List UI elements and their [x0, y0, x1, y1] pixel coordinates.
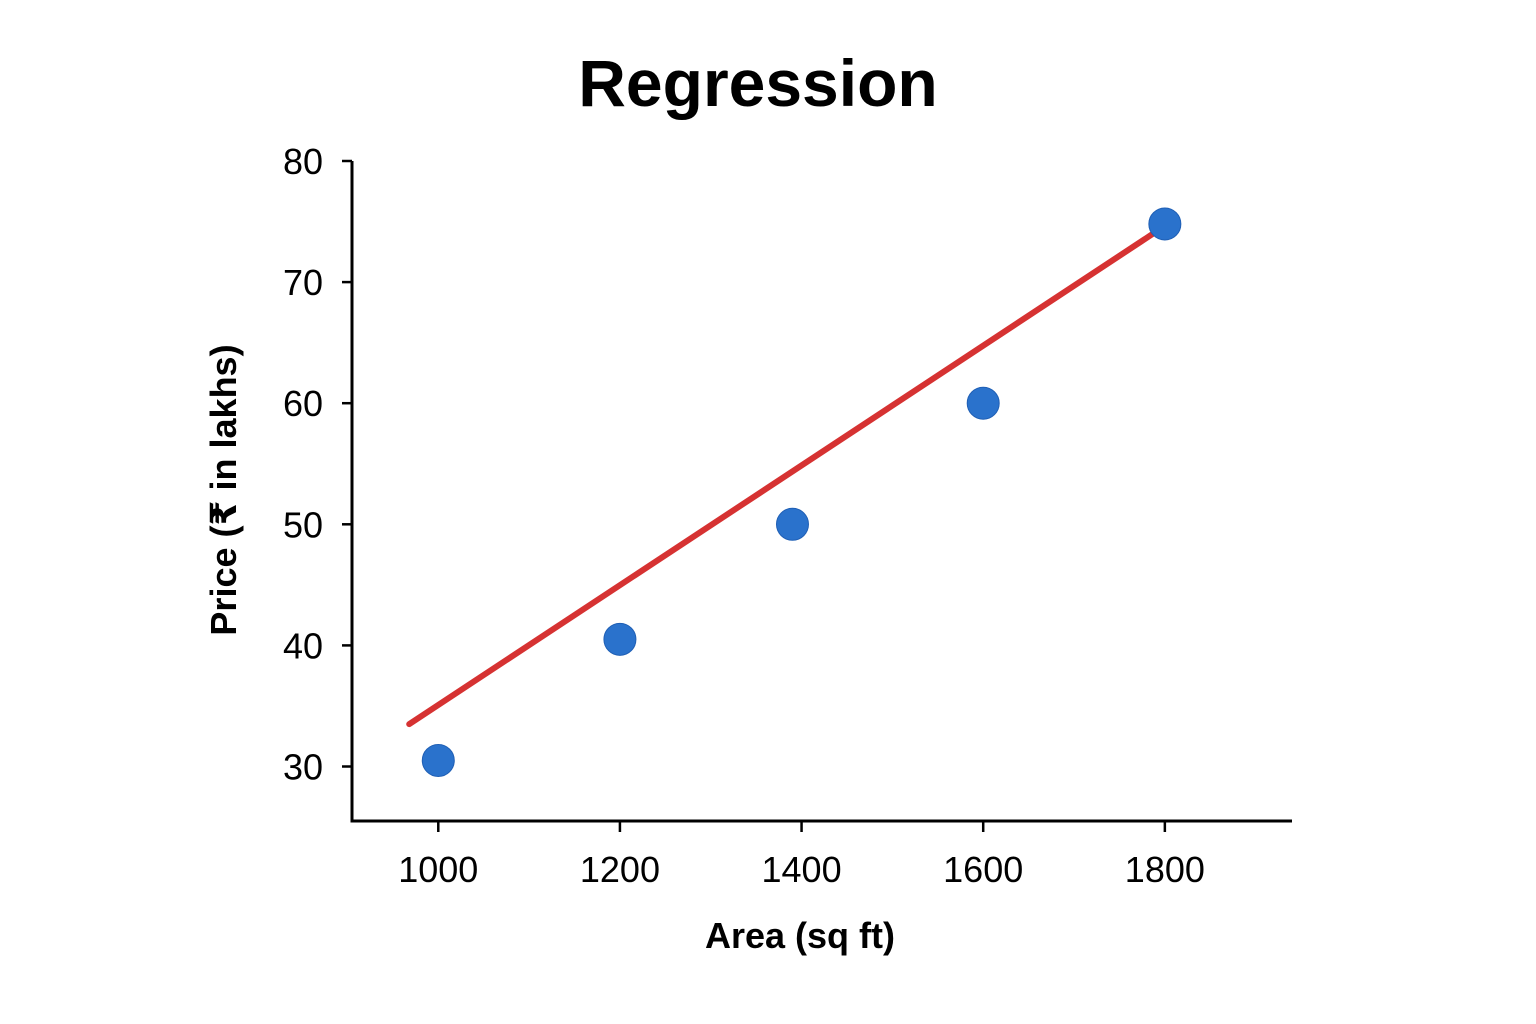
y-tick-label: 80	[283, 141, 323, 182]
x-tick-label: 1000	[398, 849, 478, 890]
y-axis-label: Price (₹ in lakhs)	[203, 344, 244, 635]
y-tick-label: 70	[283, 262, 323, 303]
y-tick-label: 50	[283, 504, 323, 545]
data-point	[966, 386, 1000, 420]
x-tick-label: 1600	[943, 849, 1023, 890]
regression-line	[406, 230, 1157, 728]
y-axis-ticks: 30 40 50 60 70 80	[283, 141, 352, 788]
x-tick-label: 1400	[762, 849, 842, 890]
chart-title: Regression	[578, 46, 937, 120]
x-tick-label: 1800	[1125, 849, 1205, 890]
data-point	[421, 743, 455, 777]
x-axis-label: Area (sq ft)	[705, 915, 895, 956]
y-tick-label: 30	[283, 747, 323, 788]
y-tick-label: 60	[283, 383, 323, 424]
data-point	[603, 622, 637, 656]
x-axis-ticks: 1000 1200 1400 1600 1800	[398, 821, 1205, 890]
data-point	[1148, 207, 1182, 241]
data-point	[775, 507, 809, 541]
y-tick-label: 40	[283, 625, 323, 666]
plot-area	[406, 207, 1182, 777]
x-tick-label: 1200	[580, 849, 660, 890]
